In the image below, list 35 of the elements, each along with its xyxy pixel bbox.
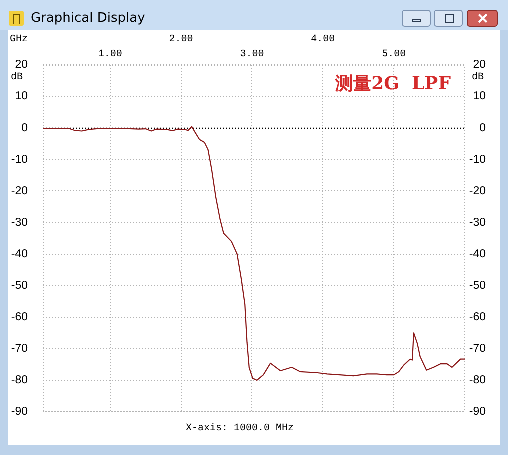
y2-tick-label: -10 — [469, 154, 486, 166]
x-tick-label: 1.00 — [98, 50, 122, 61]
y-tick-label: 10 — [15, 90, 28, 103]
chart-title: Graphical Display — [31, 11, 146, 26]
y2-tick-label: -40 — [469, 248, 486, 260]
y2-tick-label: -60 — [469, 312, 486, 324]
y-tick-label: -70 — [11, 343, 28, 356]
y-tick-label: -50 — [11, 280, 28, 292]
y-tick-label: -20 — [11, 185, 28, 198]
y-tick-label: -10 — [11, 154, 28, 166]
y2-tick-label: -80 — [469, 374, 486, 387]
x-tick-label: 3.00 — [240, 50, 264, 61]
text: X-axis: 1000.0 MHz — [186, 422, 294, 435]
x-tick-label: 5.00 — [382, 50, 406, 61]
y-tick-label: 0 — [22, 122, 28, 134]
y2-tick-label: 10 — [473, 90, 486, 103]
y-tick-label: -30 — [11, 216, 28, 229]
y-tick-label: 20 — [15, 59, 28, 72]
annotation: 测量2G LPF — [334, 74, 452, 95]
y2-tick-label: -50 — [469, 280, 486, 292]
y-tick-label: -60 — [11, 312, 28, 324]
x2-tick-label: 4.00 — [311, 34, 336, 46]
y-tick-label: -40 — [11, 248, 28, 260]
x2-axis-title: GHz — [10, 34, 28, 46]
y2-tick-label: 0 — [480, 122, 486, 134]
y2-tick-label: -20 — [469, 185, 486, 198]
y2-tick-label: -70 — [469, 343, 486, 356]
y-tick-label: -80 — [11, 374, 28, 387]
x2-tick-label: 2.00 — [169, 34, 194, 46]
y2-axis-title: dB — [472, 72, 484, 84]
y-tick-label: -90 — [11, 406, 28, 418]
y2-tick-label: -30 — [469, 216, 486, 229]
y2-tick-label: 20 — [473, 59, 486, 72]
y2-tick-label: -90 — [469, 406, 486, 418]
y-axis-title: dB — [11, 72, 24, 84]
